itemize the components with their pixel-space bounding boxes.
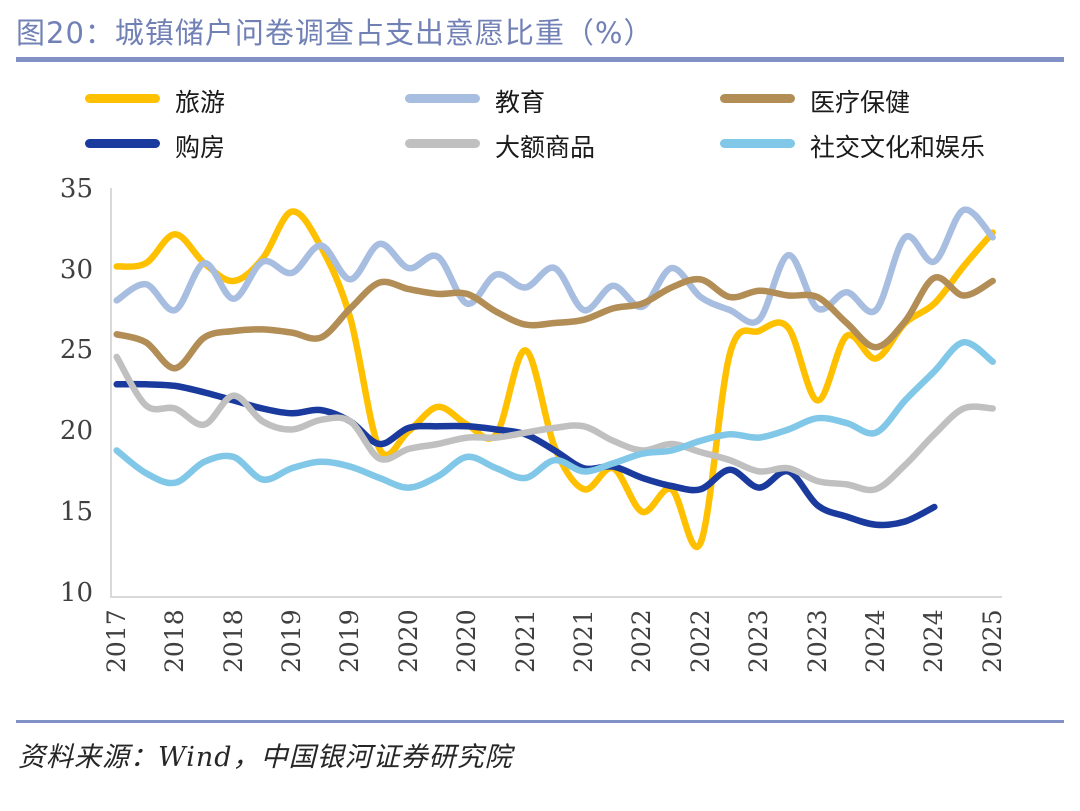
source-note: 资料来源：Wind，中国银河证券研究院	[18, 742, 513, 773]
x-axis-label: 2025	[977, 609, 1007, 673]
series-line-home-purchase	[113, 380, 938, 529]
legend-label-healthcare: 医疗保健	[810, 88, 911, 117]
x-axis-label: 2020	[452, 609, 482, 673]
x-axis-label: 2019	[335, 609, 365, 673]
series-line-travel	[113, 208, 996, 550]
y-axis-label: 25	[59, 335, 93, 366]
legend-swatch-healthcare	[720, 94, 795, 103]
series-line-education	[113, 206, 996, 326]
series-line-big-ticket-items	[113, 353, 996, 494]
y-axis-label: 10	[59, 577, 93, 608]
x-axis-label: 2019	[276, 609, 306, 673]
x-axis-label: 2022	[627, 609, 657, 673]
series-line-healthcare	[113, 274, 996, 372]
legend-swatch-big-ticket-items	[405, 139, 480, 148]
legend-swatch-travel	[85, 94, 160, 103]
legend-label-travel: 旅游	[175, 88, 226, 117]
x-axis-label: 2021	[510, 609, 540, 673]
figure-title: 图20：城镇储户问卷调查占支出意愿比重（%）	[16, 16, 654, 50]
y-axis-label: 20	[59, 416, 93, 447]
axis-lines	[110, 188, 1002, 598]
x-axis-label: 2024	[860, 609, 890, 673]
x-axis-label: 2017	[101, 609, 131, 673]
x-axis-label: 2021	[568, 609, 598, 673]
legend-swatch-home-purchase	[85, 139, 160, 148]
x-axis-label: 2018	[160, 609, 190, 673]
x-axis-label: 2023	[744, 609, 774, 673]
x-axis-label: 2023	[802, 609, 832, 673]
legend-label-big-ticket-items: 大额商品	[495, 133, 596, 162]
legend-label-social-culture-entertainment: 社交文化和娱乐	[810, 133, 986, 162]
series-line-social-culture-entertainment	[113, 339, 996, 491]
legend-swatch-education	[405, 94, 480, 103]
y-axis-label: 15	[59, 496, 93, 527]
legend-swatch-social-culture-entertainment	[720, 139, 795, 148]
x-axis-label: 2022	[685, 609, 715, 673]
legend-label-education: 教育	[495, 88, 546, 117]
legend-label-home-purchase: 购房	[175, 133, 226, 162]
x-axis-label: 2018	[218, 609, 248, 673]
title-divider-rule	[16, 57, 1064, 62]
bottom-divider-rule	[16, 720, 1064, 723]
x-axis-label: 2020	[393, 609, 423, 673]
y-axis-label: 30	[59, 254, 93, 285]
y-axis-label: 35	[59, 174, 93, 204]
x-axis-label: 2024	[919, 609, 949, 673]
